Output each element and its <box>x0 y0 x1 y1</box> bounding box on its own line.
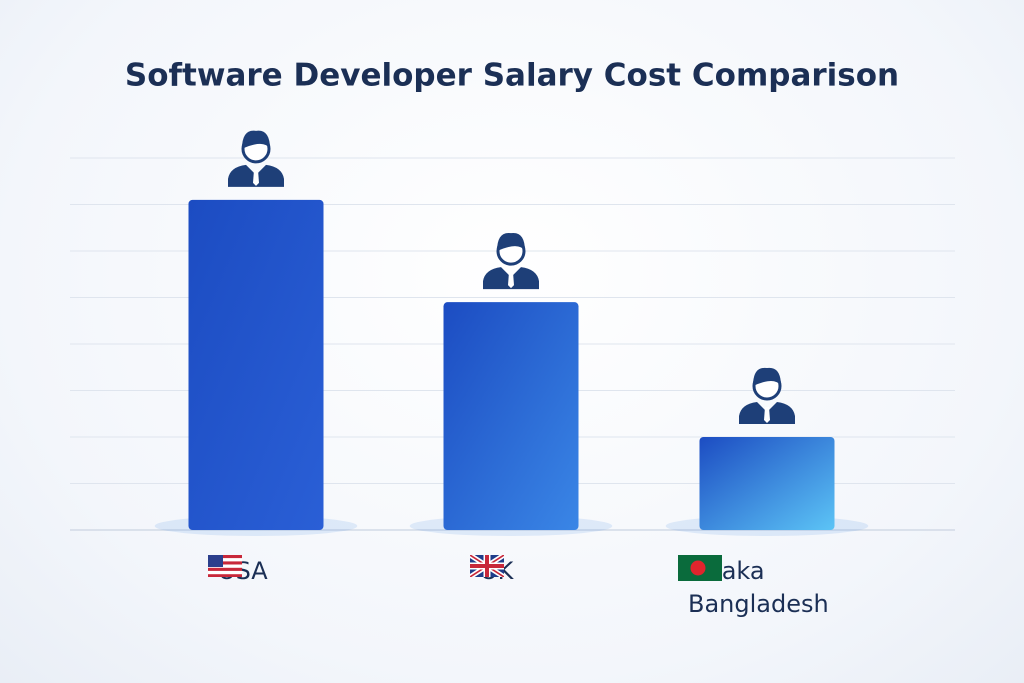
flag-usa <box>208 555 242 577</box>
person-icon <box>228 130 284 187</box>
person-hair <box>497 232 525 252</box>
person-tie <box>253 169 259 186</box>
flag-uk <box>470 555 504 577</box>
person-hair <box>753 367 781 386</box>
person-hair <box>242 130 270 149</box>
bar <box>443 302 579 530</box>
person-tie <box>764 407 770 423</box>
category-label: USA <box>208 555 318 588</box>
person-icon <box>483 232 539 290</box>
category-label: Dhaka Bangladesh <box>678 555 848 621</box>
chart-title: Software Developer Salary Cost Compariso… <box>125 58 899 94</box>
bar <box>699 437 835 530</box>
person-icon <box>739 367 795 424</box>
category-label: UK <box>470 555 580 588</box>
flag-bangladesh <box>678 555 722 581</box>
bar <box>188 199 324 530</box>
person-tie <box>508 272 514 289</box>
